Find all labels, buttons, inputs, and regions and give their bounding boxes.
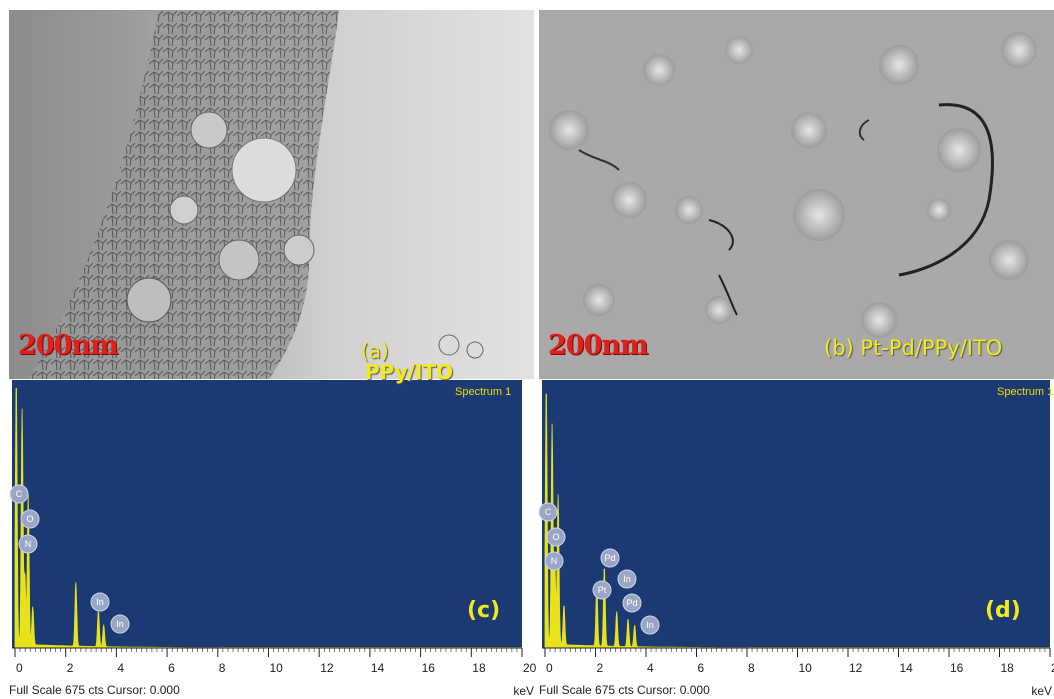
peak-label: Pd (626, 598, 637, 608)
eds-footer: Full Scale 675 cts Cursor: 0.000 keV (9, 681, 536, 699)
scale-bar-label: 200nm (18, 330, 119, 361)
x-tick-label: 12 (320, 661, 334, 675)
peak-marker (622, 593, 642, 613)
eds-plot-d: 0 2 4 6 8 10 12 14 16 18 20 C O N Pd In Pt Pd In (539, 380, 1054, 675)
sem-image-ppy-ito: 200nm (a) (9, 10, 534, 379)
x-unit: keV (1031, 684, 1052, 698)
x-unit: keV (513, 684, 534, 698)
full-scale-text: Full Scale 675 cts Cursor: 0.000 (9, 683, 180, 697)
x-tick-label: 4 (647, 661, 654, 675)
peak-marker (546, 527, 566, 547)
peak-label: N (25, 539, 32, 549)
panel-label-d: (d) (985, 598, 1021, 623)
full-scale-text: Full Scale 675 cts Cursor: 0.000 (539, 683, 710, 697)
x-tick-label: 18 (472, 661, 486, 675)
peak-marker (20, 509, 40, 529)
panel-label-a: (a) (361, 339, 389, 363)
peak-label: In (96, 597, 104, 607)
sem-texture (539, 10, 1054, 379)
scale-bar-label: 200nm (548, 330, 649, 361)
plot-area (542, 380, 1050, 648)
x-tick-label: 16 (422, 661, 436, 675)
x-tick-label: 2 (67, 661, 74, 675)
peak-label: Pt (598, 585, 607, 595)
peak-label: C (545, 507, 552, 517)
eds-footer: Full Scale 675 cts Cursor: 0.000 keV (539, 681, 1054, 699)
peak-marker (110, 614, 130, 634)
x-tick-label: 20 (523, 661, 536, 675)
eds-plot-c: 0 2 4 6 8 10 12 14 16 18 20 C O N In In (9, 380, 536, 675)
peak-marker (617, 569, 637, 589)
x-tick-label: 14 (371, 661, 385, 675)
peak-marker (9, 484, 29, 504)
peak-label: N (551, 556, 558, 566)
peak-marker (18, 534, 38, 554)
x-tick-label: 20 (1051, 661, 1054, 675)
x-tick-label: 18 (1001, 661, 1015, 675)
spectrum-title: Spectrum 1 (997, 386, 1054, 398)
peak-label: C (16, 489, 23, 499)
plot-area (12, 380, 522, 648)
x-tick-label: 14 (900, 661, 914, 675)
peak-label: In (623, 574, 631, 584)
peak-label: In (646, 620, 654, 630)
peak-marker (544, 551, 564, 571)
x-tick-label: 8 (219, 661, 226, 675)
panel-label-c: (c) (467, 598, 501, 623)
peak-marker (600, 548, 620, 568)
x-tick-label: 6 (168, 661, 175, 675)
peak-label: O (26, 514, 33, 524)
x-tick-label: 10 (270, 661, 284, 675)
sample-name-a-text: PPy/ITO (365, 360, 454, 384)
x-tick-label: 6 (698, 661, 705, 675)
peak-marker (539, 502, 558, 522)
peak-label: Pd (604, 553, 615, 563)
eds-spectrum-d: 0 2 4 6 8 10 12 14 16 18 20 C O N Pd In Pt Pd In Spectrum … (539, 380, 1054, 699)
peak-label: O (552, 532, 559, 542)
sem-texture (9, 10, 534, 379)
peak-marker (640, 615, 660, 635)
x-tick-label: 16 (950, 661, 964, 675)
x-tick-label: 8 (748, 661, 755, 675)
sem-image-ptpd-ppy-ito: 200nm (b) Pt-Pd/PPy/ITO (539, 10, 1054, 379)
peak-label: In (116, 619, 124, 629)
spectrum-title: Spectrum 1 (455, 386, 512, 398)
x-tick-label: 0 (16, 661, 23, 675)
peak-marker (592, 580, 612, 600)
x-tick-label: 2 (597, 661, 604, 675)
sample-name-a: PPy/ITO (365, 362, 453, 382)
x-tick-label: 10 (799, 661, 813, 675)
x-tick-label: 0 (546, 661, 553, 675)
x-tick-label: 4 (117, 661, 124, 675)
eds-spectrum-c: 0 2 4 6 8 10 12 14 16 18 20 C O N In In Spectrum 1 (c) … (9, 380, 536, 699)
x-tick-label: 12 (849, 661, 863, 675)
panel-label-b: (b) Pt-Pd/PPy/ITO (824, 336, 1003, 360)
peak-marker (90, 592, 110, 612)
